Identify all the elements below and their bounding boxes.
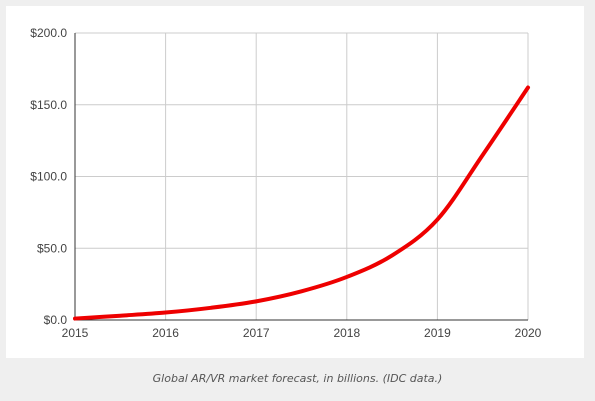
y-tick-label: $100.0 xyxy=(30,170,67,184)
grid-layer xyxy=(75,32,529,320)
tick-layer: $0.0 $50.0 $100.0 $150.0 $200.0 2015 2016 2017 2… xyxy=(30,26,541,340)
chart-card: $0.0 $50.0 $100.0 $150.0 $200.0 2015 2016 2017 2… xyxy=(6,6,584,358)
line-chart: $0.0 $50.0 $100.0 $150.0 $200.0 2015 2016 2017 2… xyxy=(30,26,541,340)
axis-layer xyxy=(74,33,528,321)
x-tick-label: 2017 xyxy=(243,326,270,340)
x-tick-label: 2019 xyxy=(424,326,451,340)
x-tick-label: 2015 xyxy=(62,326,89,340)
y-tick-label: $150.0 xyxy=(30,98,67,112)
y-tick-label: $50.0 xyxy=(37,241,67,255)
x-tick-label: 2018 xyxy=(333,326,360,340)
x-tick-label: 2020 xyxy=(515,326,542,340)
series-line xyxy=(73,85,530,321)
x-tick-label: 2016 xyxy=(152,326,179,340)
chart-caption: Global AR/VR market forecast, in billion… xyxy=(152,372,443,385)
series-layer xyxy=(73,85,530,321)
y-tick-label: $0.0 xyxy=(44,313,68,327)
y-tick-label: $200.0 xyxy=(30,26,67,40)
